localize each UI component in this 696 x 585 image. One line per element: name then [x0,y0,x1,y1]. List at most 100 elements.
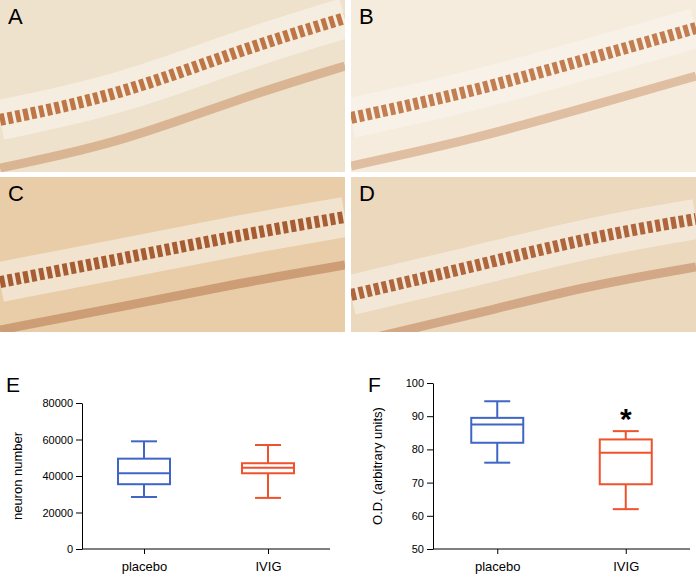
tick: 80 [412,443,433,455]
tick-label: placebo [475,559,521,574]
axis-line [433,384,434,550]
tick: 70 [412,477,433,489]
tick: 90 [412,410,433,422]
chart: E 0 20000 40000 60000 80000 placebo IVIG neuron … [6,373,330,574]
image-layer [351,267,696,332]
axis-title: neuron number [10,431,25,520]
tick: 40000 [42,470,82,482]
figure: AB C D E 0 20000 40000 60000 80000 placebo IVIG neu… [0,0,696,585]
tick-mark [497,549,498,554]
box-body [471,418,523,443]
tick-label: 50 [412,543,424,555]
whisker-cap [255,497,281,499]
median [242,467,294,469]
x-axis: placebo IVIG [433,549,690,574]
plot-area [471,401,652,509]
tick-mark [427,416,433,417]
tick-mark [144,549,145,554]
whisker [143,484,145,497]
chart: F 50 60 70 80 90 100 placebo IVIG O.D. (arbitrary… [368,373,690,574]
tick-label: placebo [122,559,168,574]
tick: 50 [412,543,433,555]
tick-label: 20000 [42,507,73,519]
box-body [242,463,294,473]
image-layer [351,76,696,166]
tick: 80000 [42,397,82,409]
x-axis: placebo IVIG [82,549,330,574]
tick-label: 40000 [42,470,73,482]
tick-label: 80 [412,443,424,455]
tick: 60 [412,510,433,522]
tick-mark [427,549,433,550]
tick: IVIG [255,549,281,574]
tick-label: IVIG [255,559,281,574]
cell-layer [0,217,345,282]
micrograph: C [0,177,345,332]
tick: 100 [406,377,433,389]
panel-label: C [8,181,24,206]
tick-label: 60 [412,510,424,522]
panel-label: D [359,181,375,206]
whisker [496,443,498,463]
cell-layer [351,219,696,295]
whisker-cap [613,508,639,510]
whisker [143,441,145,458]
tick: 20000 [42,507,82,519]
image-background [351,177,696,332]
whisker-cap [131,440,157,442]
box [242,445,294,498]
tick: placebo [122,549,168,574]
annotation: * [620,402,632,435]
y-axis: 0 20000 40000 60000 80000 [42,397,82,555]
tick-mark [76,403,82,404]
whisker-cap [131,496,157,498]
image-layer [351,28,696,118]
micrograph: A [0,0,345,172]
tick-mark [268,549,269,554]
box [118,441,170,497]
box [471,401,523,462]
tick: 60000 [42,434,82,446]
median [471,424,523,426]
whisker [267,473,269,498]
tick-label: 90 [412,410,424,422]
tick-mark [76,440,82,441]
axis-line [82,404,83,550]
tick-mark [76,513,82,514]
axis-title: O.D. (arbitrary units) [370,407,385,525]
whisker [267,445,269,463]
axis-line [82,549,330,550]
image-background [351,0,696,172]
box-body [118,459,170,485]
micrograph: D [351,177,696,343]
whisker-cap [255,444,281,446]
tick-label: 60000 [42,434,73,446]
panel-label: E [6,373,20,396]
tick: placebo [475,549,521,574]
image-background [0,0,345,172]
whisker [625,484,627,509]
tick-mark [626,549,627,554]
tick-mark [427,516,433,517]
image-background [0,177,345,332]
tick-label: 80000 [42,397,73,409]
panel-label: F [368,373,381,396]
median [600,452,652,454]
tick-mark [427,449,433,450]
tick-mark [76,549,82,550]
box-body [600,439,652,484]
image-layer [351,219,696,295]
cell-layer [0,18,345,120]
tick-label: 70 [412,477,424,489]
median [118,472,170,474]
tick-label: 100 [406,377,424,389]
tick: 0 [67,543,82,555]
whisker [496,401,498,418]
cell-layer [351,28,696,118]
image-layer [0,18,345,120]
whisker-cap [484,462,510,464]
tick-mark [427,383,433,384]
micrograph: B [351,0,696,172]
box [600,431,652,509]
tick: IVIG [613,549,639,574]
